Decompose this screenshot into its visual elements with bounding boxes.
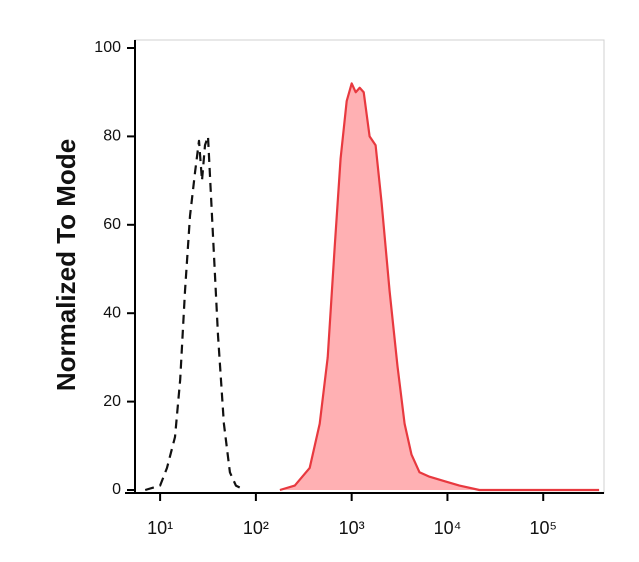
y-tick-label: 80 bbox=[103, 128, 121, 145]
y-tick-label: 20 bbox=[103, 393, 121, 410]
x-tick-label: 10⁴ bbox=[434, 518, 462, 538]
y-axis-label: Normalized To Mode bbox=[51, 139, 81, 391]
y-tick-label: 100 bbox=[94, 39, 121, 56]
line bbox=[144, 135, 246, 492]
line bbox=[279, 82, 600, 492]
y-tick-label: 40 bbox=[103, 304, 121, 321]
y-tick-label: 60 bbox=[103, 216, 121, 233]
x-tick-label: 10¹ bbox=[147, 518, 173, 538]
x-tick-label: 10² bbox=[243, 518, 269, 538]
x-tick-label: 10⁵ bbox=[529, 518, 556, 538]
y-tick-label: 0 bbox=[112, 481, 121, 498]
x-tick-label: 10³ bbox=[339, 518, 365, 538]
area bbox=[279, 83, 600, 491]
